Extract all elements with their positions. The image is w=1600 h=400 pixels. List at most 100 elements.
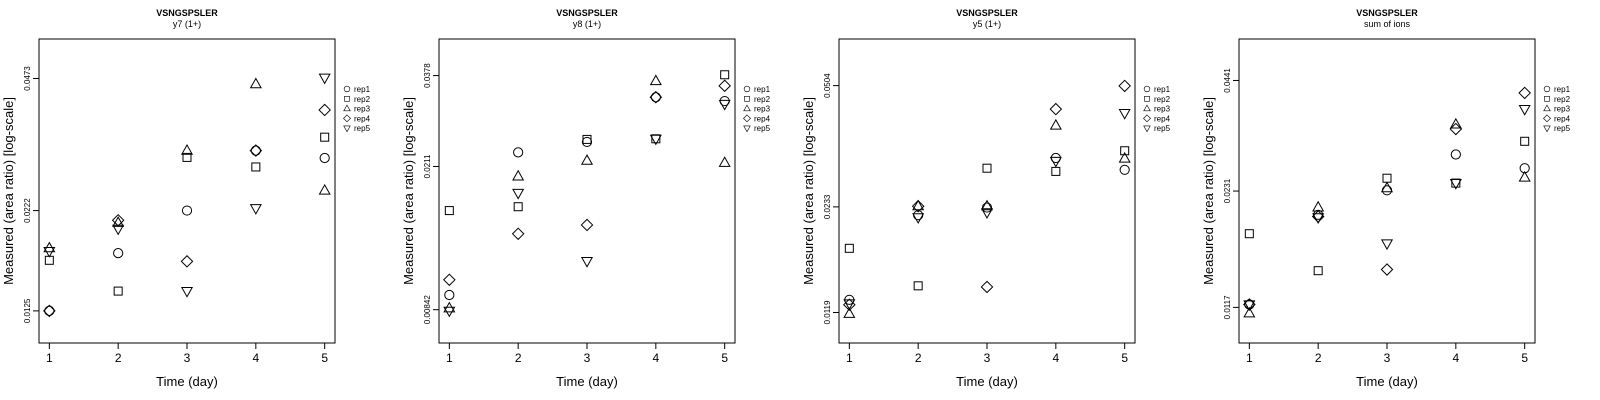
chart-title: VSNGSPSLER (956, 8, 1018, 18)
legend-marker (743, 104, 751, 112)
legend-marker (1143, 85, 1151, 93)
legend-symbol (1543, 85, 1551, 93)
y-axis-label: Measured (area ratio) [log-scale] (1, 97, 16, 285)
data-point (513, 147, 524, 158)
plot-frame (838, 38, 1136, 344)
data-point (912, 213, 925, 224)
data-point (43, 247, 56, 258)
legend-symbol (1143, 114, 1151, 123)
legend-symbol (344, 96, 350, 102)
legend-symbol (1543, 104, 1551, 112)
y-tick-label: 0.0231 (1223, 178, 1232, 203)
data-point (1118, 109, 1131, 120)
legend-symbol (343, 104, 351, 112)
data-point (511, 227, 525, 241)
data-point (113, 248, 124, 259)
data-point (981, 202, 993, 213)
legend-label: rep3 (354, 105, 371, 114)
data-point (180, 286, 194, 298)
data-point (443, 273, 456, 287)
data-point (980, 280, 994, 294)
data-point (1382, 173, 1392, 183)
legend-marker (343, 85, 351, 93)
data-point (443, 306, 456, 318)
data-point (1449, 122, 1463, 136)
data-point (180, 255, 194, 268)
legend-label: rep1 (754, 85, 771, 94)
data-point (1120, 146, 1130, 156)
data-point (512, 169, 525, 181)
y-axis-label: Measured (area ratio) [log-scale] (401, 97, 416, 285)
legend-symbol (1143, 125, 1151, 133)
legend-label: rep4 (754, 114, 771, 123)
y-axis-label: Measured (area ratio) [log-scale] (1201, 97, 1216, 285)
legend-label: rep4 (1154, 114, 1171, 123)
legend-marker (1543, 114, 1551, 123)
data-point (1313, 266, 1323, 276)
data-point (1312, 200, 1325, 212)
data-point (1118, 79, 1131, 93)
legend-symbol (343, 85, 351, 93)
data-point (1243, 306, 1256, 318)
legend-marker (343, 125, 351, 133)
legend-label: rep1 (354, 85, 371, 94)
y-tick-label: 0.00842 (423, 295, 432, 324)
legend-label: rep5 (354, 124, 371, 133)
legend-symbol (743, 125, 751, 133)
y-tick-label: 0.0222 (23, 198, 32, 223)
x-tick-label: 2 (515, 351, 522, 365)
legend-symbol (343, 125, 351, 133)
legend-symbol (1143, 85, 1151, 93)
legend-label: rep2 (354, 95, 371, 104)
legend-label: rep2 (1154, 95, 1171, 104)
data-point (980, 208, 994, 219)
legend-marker (1143, 125, 1151, 133)
x-tick-label: 4 (1452, 351, 1459, 365)
data-point (1118, 151, 1131, 163)
data-point (1243, 300, 1256, 312)
legend-marker (1143, 114, 1151, 123)
legend-symbol (1144, 96, 1150, 102)
data-point (581, 136, 593, 148)
legend-marker (743, 114, 751, 123)
legend-symbol (1543, 125, 1551, 133)
legend-label: rep5 (754, 124, 771, 133)
legend-marker (1543, 125, 1551, 133)
x-tick-label: 1 (1246, 351, 1253, 365)
x-tick-label: 1 (846, 351, 853, 365)
legend-marker (1143, 104, 1151, 112)
legend-marker (343, 104, 351, 112)
legend-label: rep3 (754, 105, 771, 114)
y-tick-label: 0.0378 (423, 63, 432, 88)
data-point (580, 218, 594, 232)
data-point (718, 156, 731, 167)
x-tick-label: 2 (915, 351, 922, 365)
x-axis-label: Time (day) (556, 374, 618, 389)
legend-marker (1543, 85, 1551, 93)
data-point (649, 134, 662, 146)
legend-symbol (744, 96, 750, 102)
data-point (1312, 213, 1325, 225)
data-point (251, 162, 261, 172)
data-point (1049, 118, 1062, 130)
x-tick-label: 2 (1315, 351, 1322, 365)
data-point (1449, 178, 1462, 190)
data-point (580, 256, 594, 268)
data-point (444, 206, 454, 216)
data-point (444, 289, 455, 301)
legend-symbol (743, 114, 751, 123)
x-tick-label: 1 (446, 351, 453, 365)
data-point (580, 154, 594, 165)
legend-symbol (1544, 96, 1550, 102)
data-point (1119, 164, 1130, 175)
x-tick-label: 5 (321, 351, 328, 365)
data-point (43, 304, 56, 318)
data-point (512, 188, 525, 200)
data-point (318, 73, 331, 85)
chart-subtitle: sum of ions (1364, 19, 1411, 29)
x-tick-label: 3 (584, 351, 591, 365)
x-tick-label: 3 (184, 351, 191, 365)
data-point (1450, 149, 1461, 160)
data-point (1049, 156, 1062, 168)
